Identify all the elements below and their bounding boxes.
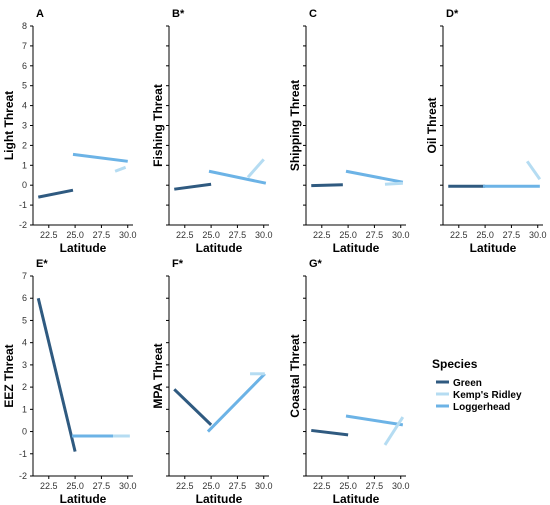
x-axis-title: Latitude [60, 241, 107, 255]
series-line-loggerhead [208, 169, 267, 185]
x-axis-title: Latitude [60, 492, 107, 505]
panel-letter: F* [172, 258, 184, 270]
y-axis-title: Fishing Threat [151, 84, 165, 167]
y-tick-label: 6 [22, 61, 27, 71]
x-tick-label: 25.0 [66, 481, 84, 491]
series-line-green [311, 428, 349, 437]
y-axis-title: Light Threat [2, 91, 16, 160]
series-line-loggerhead [345, 169, 404, 184]
legend-label-green: Green [453, 378, 482, 389]
y-axis-title: Oil Threat [425, 97, 439, 153]
legend-label-loggerhead: Loggerhead [453, 402, 510, 413]
y-tick-label: 5 [22, 81, 27, 91]
x-tick-label: 22.5 [176, 481, 194, 491]
x-tick-label: 25.0 [66, 230, 84, 240]
panel-letter: A [36, 8, 44, 20]
x-tick-label: 27.5 [503, 230, 521, 240]
x-tick-label: 27.5 [229, 230, 247, 240]
series-line-kemp-s-ridley [246, 158, 265, 179]
x-tick-label: 27.5 [366, 230, 384, 240]
y-tick-label: 7 [22, 271, 27, 281]
series-line-loggerhead [345, 414, 404, 427]
x-tick-label: 27.5 [229, 481, 247, 491]
y-tick-label: 6 [22, 293, 27, 303]
x-tick-label: 27.5 [366, 481, 384, 491]
y-tick-label: 3 [22, 121, 27, 131]
x-tick-label: 22.5 [40, 481, 58, 491]
y-tick-label: 3 [22, 360, 27, 370]
y-tick-label: 2 [22, 140, 27, 150]
x-tick-label: 25.0 [476, 230, 494, 240]
series-line-kemp-s-ridley [525, 160, 542, 181]
x-tick-label: 30.0 [392, 230, 410, 240]
x-tick-label: 25.0 [339, 230, 357, 240]
panel-letter: B* [172, 8, 185, 20]
series-line-kemp-s-ridley [114, 165, 127, 173]
y-tick-label: 0 [22, 427, 27, 437]
x-tick-label: 27.5 [93, 230, 111, 240]
y-tick-label: 1 [22, 160, 27, 170]
panel-b: B* 22.5 25.0 27.5 30.0 Latitude Fishing Threat [151, 8, 273, 255]
x-tick-label: 27.5 [93, 481, 111, 491]
x-tick-label: 30.0 [119, 481, 137, 491]
legend-label-kemp-s-ridley: Kemp's Ridley [453, 390, 522, 401]
y-tick-label: -2 [19, 220, 27, 230]
x-tick-label: 22.5 [40, 230, 58, 240]
y-tick-label: -1 [19, 200, 27, 210]
y-tick-label: 2 [22, 382, 27, 392]
panel-g: G* 22.5 25.0 27.5 30.0 Latitude Coastal Threat [288, 258, 410, 505]
x-axis-title: Latitude [196, 241, 243, 255]
y-tick-label: 5 [22, 315, 27, 325]
x-tick-label: 25.0 [202, 481, 220, 491]
panel-letter: D* [446, 8, 459, 20]
x-tick-label: 22.5 [313, 481, 331, 491]
x-tick-label: 25.0 [339, 481, 357, 491]
panel-a: A -2 -1 0 1 2 3 4 5 6 7 8 22.5 25.0 27.5 30.0 Latitude Li… [2, 8, 137, 255]
series-line-green [37, 188, 74, 199]
x-axis-title: Latitude [196, 492, 243, 505]
panel-f: F* 22.5 25.0 27.5 30.0 Latitude MPA Threat [151, 258, 273, 505]
legend-title: Species [432, 357, 478, 371]
series-line-green [174, 182, 212, 191]
x-tick-label: 22.5 [313, 230, 331, 240]
panel-letter: E* [36, 258, 48, 270]
y-tick-label: 7 [22, 41, 27, 51]
series-line-green [173, 388, 213, 426]
y-tick-label: 0 [22, 180, 27, 190]
x-tick-label: 30.0 [529, 230, 547, 240]
panel-e: E* -2 -1 0 1 2 3 4 5 6 7 22.5 25.0 27.5 30.0 Latitude EE… [2, 258, 137, 505]
x-axis-title: Latitude [470, 241, 517, 255]
y-tick-label: 4 [22, 101, 27, 111]
y-axis-title: MPA Threat [151, 343, 165, 408]
x-tick-label: 30.0 [255, 481, 273, 491]
series-line-green [311, 183, 343, 188]
y-tick-label: -2 [19, 471, 27, 481]
panel-letter: G* [309, 258, 323, 270]
y-axis-title: Coastal Threat [288, 334, 302, 417]
panel-letter: C [309, 8, 317, 20]
y-axis-title: EEZ Threat [2, 344, 16, 407]
y-tick-label: 8 [22, 21, 27, 31]
y-tick-label: 4 [22, 338, 27, 348]
y-tick-label: -1 [19, 449, 27, 459]
series-line-kemp-s-ridley [383, 416, 405, 446]
x-tick-label: 30.0 [392, 481, 410, 491]
series-line-loggerhead [72, 152, 128, 163]
panel-d: D* 22.5 25.0 27.5 30.0 Latitude Oil Threat [425, 8, 547, 255]
y-tick-label: 1 [22, 404, 27, 414]
x-tick-label: 25.0 [202, 230, 220, 240]
series-line-kemp-s-ridley [384, 181, 403, 186]
y-axis-title: Shipping Threat [288, 80, 302, 171]
x-axis-title: Latitude [333, 241, 380, 255]
x-tick-label: 22.5 [176, 230, 194, 240]
panel-c: C 22.5 25.0 27.5 30.0 Latitude Shipping Threat [288, 8, 410, 255]
series-line-loggerhead [206, 372, 266, 433]
series-line-green [36, 297, 77, 452]
x-tick-label: 30.0 [255, 230, 273, 240]
x-axis-title: Latitude [333, 492, 380, 505]
x-tick-label: 22.5 [450, 230, 468, 240]
x-tick-label: 30.0 [119, 230, 137, 240]
